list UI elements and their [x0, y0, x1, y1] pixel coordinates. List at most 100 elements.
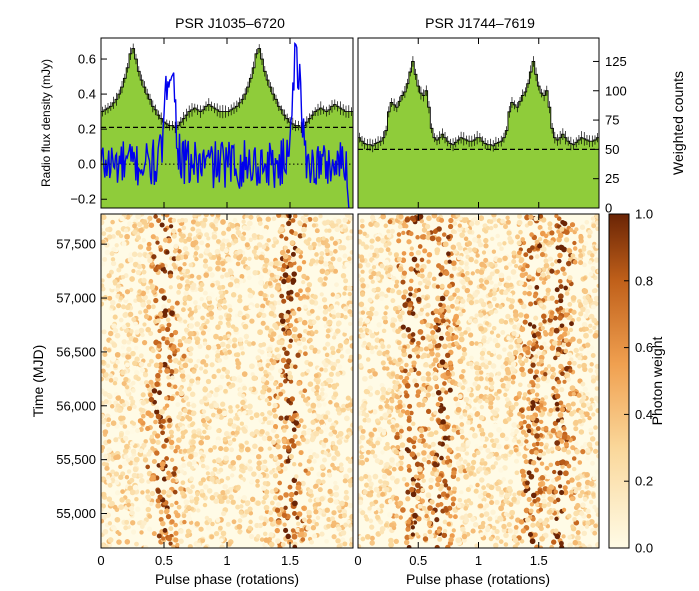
phaseogram-left-photon — [195, 376, 201, 382]
phaseogram-right-photon — [403, 539, 410, 546]
phaseogram-left-photon — [298, 390, 303, 395]
phaseogram-right-photon — [467, 512, 473, 518]
phaseogram-right-photon — [392, 485, 398, 490]
phaseogram-left-photon — [250, 372, 255, 377]
phaseogram-left-photon — [282, 272, 289, 278]
phaseogram-right-photon — [398, 428, 404, 434]
phaseogram-left-photon — [295, 527, 301, 533]
phaseogram-left-photon — [288, 296, 294, 302]
phaseogram-left-photon — [257, 362, 263, 368]
phaseogram-right-photon — [417, 329, 424, 335]
phaseogram-left-photon — [314, 325, 319, 330]
phaseogram-right-photon — [358, 499, 364, 506]
phaseogram-left-photon — [292, 462, 297, 467]
phaseogram-left-photon — [268, 541, 275, 548]
phaseogram-right-photon — [583, 313, 589, 319]
phaseogram-left-photon — [101, 214, 107, 221]
phaseogram-left-photon — [255, 534, 261, 539]
phaseogram-left-photon — [288, 338, 294, 343]
phaseogram-left-photon — [172, 368, 179, 374]
phaseogram-left-photon — [183, 508, 189, 514]
phaseogram-right-photon — [431, 466, 438, 472]
time-mjd-ytick-label: 57,000 — [56, 291, 96, 306]
phaseogram-left-photon — [288, 323, 294, 328]
phaseogram-left-photon — [190, 410, 197, 417]
phaseogram-left-photon — [203, 272, 209, 278]
phaseogram-left-photon — [334, 226, 341, 233]
phaseogram-left-photon — [189, 378, 195, 384]
phaseogram-left-photon — [336, 526, 342, 532]
phaseogram-left-photon — [188, 520, 194, 525]
phaseogram-right-photon — [386, 371, 392, 377]
phaseogram-left-photon — [132, 484, 139, 491]
phaseogram-right-photon — [537, 481, 544, 488]
phaseogram-right-photon — [401, 378, 407, 384]
phaseogram-left-photon — [120, 345, 126, 350]
phaseogram-left-photon — [135, 376, 141, 382]
phaseogram-left-photon — [149, 490, 156, 497]
phaseogram-left-photon — [221, 410, 228, 417]
phaseogram-right-photon — [459, 422, 465, 427]
phaseogram-right-photon — [543, 262, 550, 269]
phaseogram-left-photon — [248, 214, 254, 220]
phaseogram-left-photon — [181, 513, 187, 519]
phaseogram-right-photon — [491, 296, 497, 302]
phaseogram-right-photon — [543, 258, 549, 264]
phaseogram-left-photon — [323, 367, 328, 373]
phaseogram-right-photon — [546, 474, 551, 480]
phaseogram-left-photon — [172, 489, 178, 495]
phaseogram-right-photon — [397, 266, 404, 272]
phaseogram-right-photon — [385, 247, 391, 253]
phaseogram-left-photon — [190, 240, 196, 247]
phaseogram-left-photon — [191, 459, 197, 465]
phaseogram-right-photon — [435, 402, 441, 407]
phaseogram-right-panel: 0 0.5 1 1.5 — [354, 213, 600, 568]
phaseogram-left-photon — [215, 517, 221, 523]
phaseogram-left-photon — [256, 216, 263, 223]
phaseogram-right-photon — [595, 220, 599, 226]
phaseogram-left-photon — [310, 525, 317, 531]
phaseogram-left-photon — [127, 311, 134, 317]
phaseogram-right-photon — [372, 453, 378, 459]
phaseogram-right-photon — [451, 470, 457, 476]
phaseogram-left-photon — [240, 399, 246, 406]
phaseogram-right-photon — [547, 225, 553, 231]
phaseogram-left-photon — [105, 475, 111, 480]
phaseogram-left-photon — [243, 305, 249, 311]
phaseogram-right-photon — [424, 509, 430, 515]
phaseogram-left-photon — [228, 307, 233, 313]
phaseogram-right-photon — [522, 319, 528, 325]
phaseogram-left-photon — [181, 307, 186, 313]
phaseogram-right-photon — [578, 234, 584, 241]
phaseogram-right-photon — [425, 312, 430, 317]
phaseogram-right-photon — [451, 265, 457, 271]
phaseogram-left-photon — [192, 236, 198, 241]
phaseogram-left-photon — [219, 374, 225, 380]
phaseogram-right-photon — [467, 229, 473, 235]
phaseogram-left-photon — [235, 229, 242, 236]
phaseogram-right-photon — [593, 523, 598, 529]
phaseogram-right-photon — [498, 539, 504, 544]
phaseogram-left-photon — [319, 419, 325, 425]
phaseogram-left-photon — [241, 468, 246, 474]
phaseogram-right-photon — [584, 471, 590, 478]
phaseogram-left-photon — [291, 310, 297, 316]
phaseogram-left-photon — [104, 249, 111, 256]
phaseogram-left-photon — [330, 365, 336, 371]
phaseogram-right-photon — [435, 284, 441, 289]
phaseogram-left-photon — [125, 490, 131, 495]
phaseogram-left-photon — [296, 306, 302, 312]
phaseogram-left-photon — [334, 282, 339, 288]
phaseogram-left-photon — [173, 522, 178, 528]
phaseogram-left-photon — [200, 414, 206, 419]
phaseogram-right-photon — [433, 430, 439, 435]
phaseogram-left-photon — [301, 505, 306, 511]
phaseogram-right-photon — [429, 499, 435, 505]
phaseogram-left-photon — [273, 260, 279, 266]
phaseogram-right-photon — [523, 459, 529, 465]
phaseogram-right-photon — [434, 471, 440, 477]
phaseogram-right-photon — [506, 416, 512, 422]
phaseogram-left-photon — [142, 457, 149, 463]
phaseogram-left-photon — [138, 361, 145, 367]
